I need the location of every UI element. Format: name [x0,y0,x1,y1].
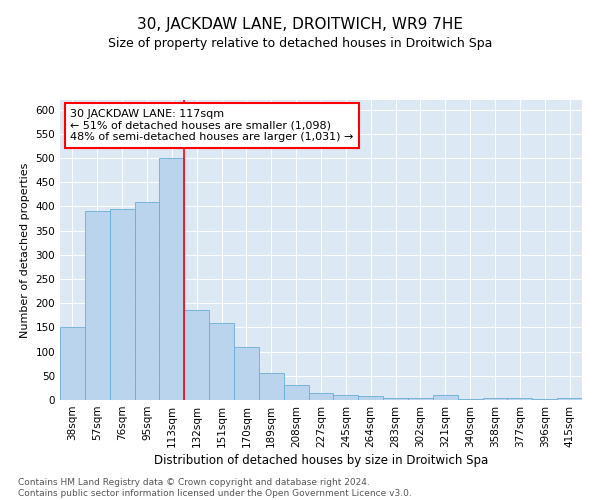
Bar [334,395,358,400]
Bar [284,386,308,400]
Bar [433,395,458,400]
Bar [308,392,334,400]
Bar [557,398,582,400]
Text: Size of property relative to detached houses in Droitwich Spa: Size of property relative to detached ho… [108,38,492,51]
Bar [60,328,85,400]
Bar [160,158,184,400]
Y-axis label: Number of detached properties: Number of detached properties [20,162,30,338]
Bar [508,398,532,400]
Bar [184,310,209,400]
Bar [110,209,134,400]
Bar [209,322,234,400]
X-axis label: Distribution of detached houses by size in Droitwich Spa: Distribution of detached houses by size … [154,454,488,467]
Bar [408,398,433,400]
Bar [482,398,508,400]
Bar [85,212,110,400]
Text: 30 JACKDAW LANE: 117sqm
← 51% of detached houses are smaller (1,098)
48% of semi: 30 JACKDAW LANE: 117sqm ← 51% of detache… [70,109,354,142]
Bar [234,347,259,400]
Bar [259,374,284,400]
Bar [458,398,482,400]
Text: Contains HM Land Registry data © Crown copyright and database right 2024.
Contai: Contains HM Land Registry data © Crown c… [18,478,412,498]
Bar [532,398,557,400]
Bar [383,398,408,400]
Text: 30, JACKDAW LANE, DROITWICH, WR9 7HE: 30, JACKDAW LANE, DROITWICH, WR9 7HE [137,18,463,32]
Bar [134,202,160,400]
Bar [358,396,383,400]
